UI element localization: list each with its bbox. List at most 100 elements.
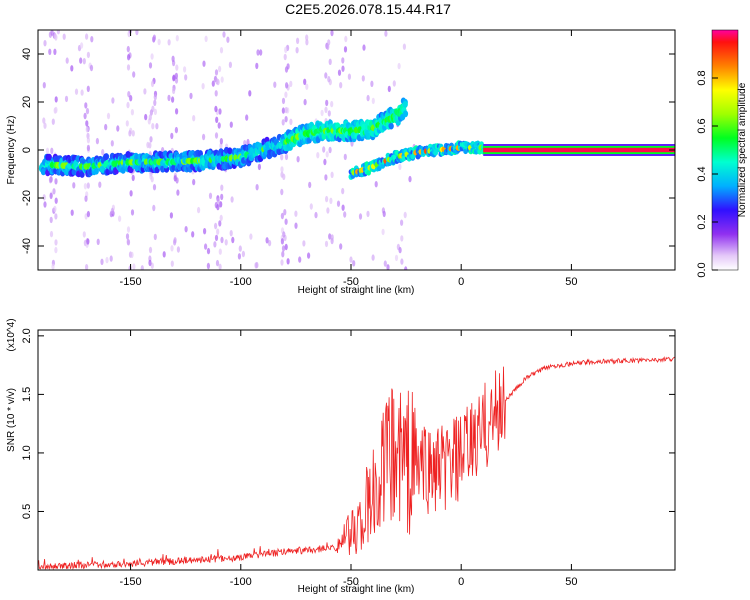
heat-speckle <box>289 80 293 88</box>
heat-speckle <box>230 196 234 203</box>
heat-speckle <box>349 256 353 263</box>
heat-speckle <box>162 251 166 258</box>
heat-speckle <box>394 254 399 262</box>
heat-speckle <box>218 65 222 73</box>
heat-speckle <box>83 112 87 120</box>
heat-speckle <box>151 123 155 130</box>
heat-speckle <box>280 166 284 173</box>
heat-speckle <box>339 82 343 89</box>
heat-speckle <box>302 240 306 247</box>
heat-speckle <box>245 114 249 121</box>
heat-speckle <box>149 109 153 116</box>
heat-speckle <box>298 256 302 263</box>
heat-speckle <box>148 246 153 254</box>
heat-speckle <box>129 190 133 197</box>
heat-speckle <box>53 48 57 55</box>
heat-speckle <box>226 36 230 43</box>
snr-x-label: Height of straight line (km) <box>298 584 415 595</box>
heat-speckle <box>131 174 135 182</box>
heat-speckle <box>325 195 329 203</box>
heat-speckle <box>330 30 334 37</box>
heat-speckle <box>54 106 58 114</box>
heat-ridge-cell <box>99 165 105 173</box>
heat-speckle <box>320 109 324 117</box>
heat-speckle <box>173 239 177 246</box>
heat-speckle <box>229 121 233 128</box>
heat-speckle <box>403 211 407 219</box>
heat-speckle <box>83 183 87 190</box>
heat-speckle <box>257 163 261 171</box>
heat-speckle <box>249 233 253 240</box>
colorbar: 0.0 0.2 0.4 0.6 0.8 Normalized spectral ampl… <box>696 29 748 278</box>
heat-speckle <box>65 57 69 64</box>
heat-speckle <box>398 246 402 254</box>
heat-speckle <box>341 187 345 195</box>
heat-speckle <box>280 212 284 220</box>
heat-speckle <box>322 146 326 153</box>
heat-speckle <box>150 53 154 60</box>
heat-speckle <box>224 239 228 246</box>
heat-speckle <box>343 211 347 218</box>
heat-speckle <box>229 230 233 237</box>
heat-speckle <box>171 55 175 62</box>
heat-speckle <box>358 213 363 220</box>
heat-speckle <box>42 117 46 124</box>
heat-speckle <box>208 192 213 199</box>
heat-speckle <box>362 44 366 51</box>
heat-speckle <box>42 194 46 201</box>
heat-speckle <box>255 261 259 269</box>
heat-speckle <box>213 241 217 248</box>
heat-speckle <box>96 238 100 245</box>
heat-speckle <box>135 30 139 36</box>
heat-speckle <box>170 260 174 267</box>
x-tick-label: 50 <box>565 276 577 288</box>
heat-ridge-cell <box>40 168 47 176</box>
heat-speckle <box>284 46 288 53</box>
heat-speckle <box>202 60 206 67</box>
heat-speckle <box>175 108 179 115</box>
heat-speckle <box>341 204 345 211</box>
heat-speckle <box>129 95 133 102</box>
heat-speckle <box>214 222 218 230</box>
heat-speckle <box>43 122 47 129</box>
heat-speckle <box>246 138 250 146</box>
snr-y-label: SNR (10 * v/v) <box>6 388 17 452</box>
heat-speckle <box>402 43 406 50</box>
heat-speckle <box>282 173 286 180</box>
heat-speckle <box>218 248 222 255</box>
heat-speckle <box>217 122 221 129</box>
heat-speckle <box>89 64 94 72</box>
heat-speckle <box>327 76 331 83</box>
heat-speckle <box>308 181 312 189</box>
heat-speckle <box>328 58 332 65</box>
heat-speckle <box>86 182 90 189</box>
y-tick-label: 20 <box>21 96 33 108</box>
heat-speckle <box>341 57 345 64</box>
heat-speckle <box>79 57 83 64</box>
heat-branch-cell <box>366 170 371 176</box>
heat-speckle <box>284 218 288 225</box>
heat-speckle <box>305 39 309 46</box>
heat-speckle <box>255 62 259 70</box>
heat-speckle <box>146 141 150 149</box>
heat-speckle <box>90 36 94 43</box>
y-tick-label: 1.0 <box>21 445 33 460</box>
heat-speckle <box>285 82 289 89</box>
spectrogram-y-label: Frequency (Hz) <box>6 116 17 185</box>
heat-speckle <box>384 30 388 37</box>
heat-speckle <box>216 228 220 235</box>
heat-speckle <box>126 239 131 246</box>
heat-speckle <box>206 247 211 255</box>
heat-speckle <box>157 38 161 46</box>
heat-speckle <box>330 234 334 241</box>
heat-speckle <box>101 149 105 156</box>
heat-speckle <box>218 263 222 270</box>
heat-speckle <box>383 260 387 267</box>
heat-speckle <box>361 75 365 82</box>
heat-speckle <box>328 146 332 154</box>
heat-speckle <box>85 126 89 133</box>
heat-speckle <box>214 90 218 97</box>
heat-speckle <box>268 239 272 247</box>
snr-series-line <box>37 356 675 571</box>
